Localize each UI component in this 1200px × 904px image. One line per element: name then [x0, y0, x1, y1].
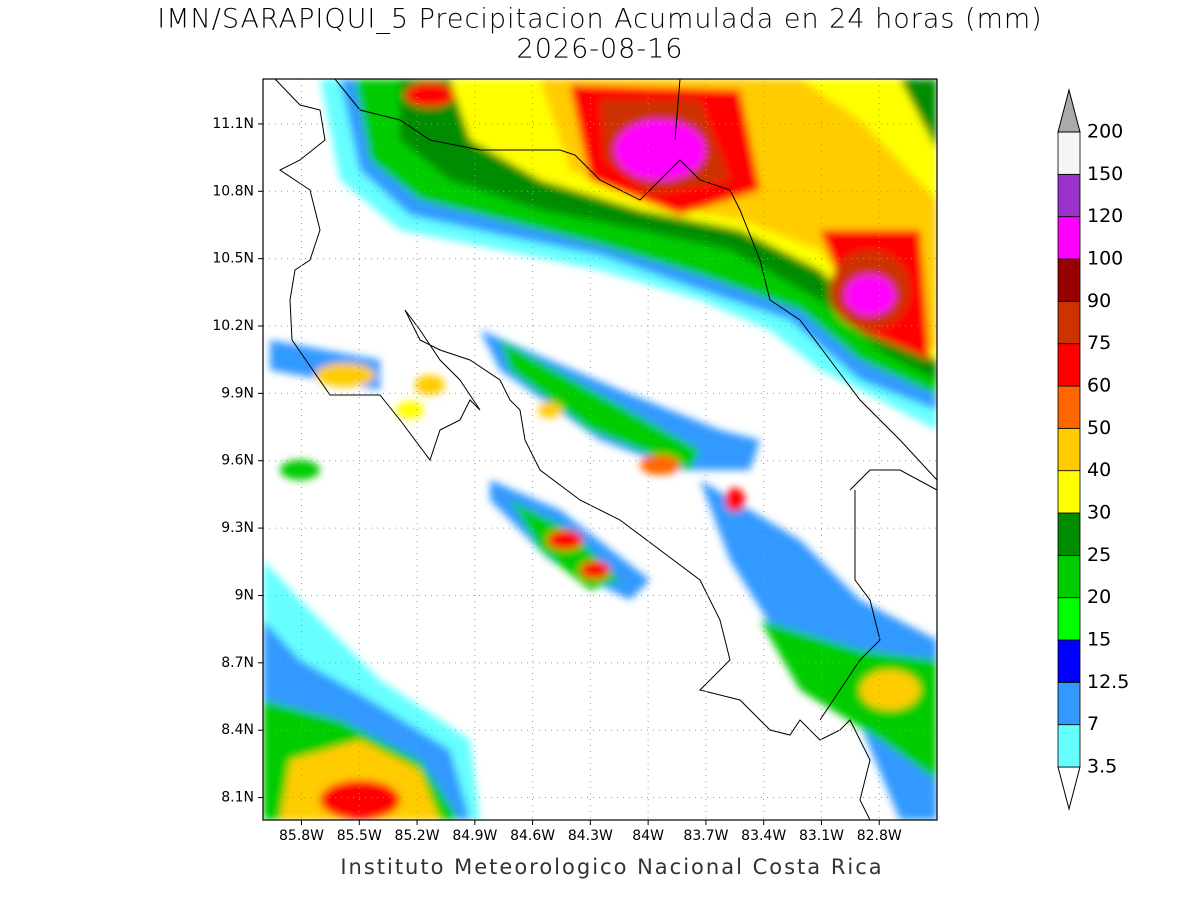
- lon-tick-label: 83.4W: [741, 828, 786, 844]
- colorbar-segment: [1057, 597, 1081, 641]
- lat-tick-label: 9.3N: [221, 520, 254, 536]
- colorbar-segment: [1057, 724, 1081, 768]
- lon-tick-label: 84.3W: [568, 828, 613, 844]
- colorbar-segment: [1057, 258, 1081, 302]
- colorbar-label: 3.5: [1087, 756, 1117, 778]
- colorbar-label: 20: [1087, 586, 1111, 608]
- subtitle: 2026-08-16: [517, 34, 684, 65]
- lat-tick-label: 10.2N: [212, 318, 254, 334]
- lat-tick-label: 9.6N: [221, 453, 254, 469]
- lon-tick-label: 83.7W: [683, 828, 728, 844]
- colorbar-label: 25: [1087, 544, 1111, 566]
- colorbar-label: 15: [1087, 629, 1111, 651]
- colorbar-label: 75: [1087, 332, 1111, 354]
- lat-tick-label: 10.8N: [212, 183, 254, 199]
- colorbar-label: 90: [1087, 290, 1111, 312]
- lon-tick-label: 83.1W: [799, 828, 844, 844]
- lat-tick-label: 8.4N: [221, 722, 254, 738]
- colorbar-label: 120: [1087, 205, 1123, 227]
- lat-tick-label: 9.9N: [221, 385, 254, 401]
- colorbar-segment: [1057, 131, 1081, 175]
- colorbar-label: 150: [1087, 163, 1123, 185]
- colorbar-segment: [1057, 300, 1081, 345]
- lat-tick-label: 10.5N: [212, 251, 254, 267]
- colorbar-extend-low: [1057, 766, 1081, 811]
- lat-tick-label: 8.7N: [221, 655, 254, 671]
- lon-tick-label: 85.5W: [337, 828, 382, 844]
- colorbar-label: 30: [1087, 502, 1111, 524]
- colorbar-segment: [1057, 216, 1081, 260]
- lon-tick-label: 85.8W: [279, 828, 324, 844]
- lat-tick-label: 11.1N: [212, 116, 254, 132]
- lat-tick-label: 8.1N: [221, 790, 254, 806]
- colorbar-segment: [1057, 554, 1081, 599]
- colorbar-label: 7: [1087, 713, 1099, 735]
- colorbar-label: 12.5: [1087, 671, 1129, 693]
- lat-tick-label: 9N: [235, 587, 254, 603]
- axes: 8.1N 8.4N 8.7N 9N 9.3N 9.6N 9.9N 10.2N 10.5N 10.8…: [212, 79, 937, 844]
- colorbar-label: 100: [1087, 248, 1123, 270]
- coastline: [274, 79, 937, 820]
- lon-tick-label: 84.6W: [510, 828, 555, 844]
- colorbar-segment: [1057, 385, 1081, 429]
- colorbar-label: 50: [1087, 417, 1111, 439]
- colorbar-segment: [1057, 681, 1081, 726]
- footer: Instituto Meteorologico Nacional Costa R…: [340, 855, 883, 879]
- colorbar-label: 40: [1087, 459, 1111, 481]
- map-frame: [262, 78, 938, 821]
- lon-tick-label: 82.8W: [857, 828, 902, 844]
- colorbar-segment: [1057, 639, 1081, 683]
- lon-tick-label: 84.9W: [452, 828, 497, 844]
- colorbar-segment: [1057, 343, 1081, 387]
- precip-field: [263, 79, 937, 820]
- colorbar-segment: [1057, 512, 1081, 556]
- colorbar-segment: [1057, 173, 1081, 218]
- colorbar-label: 200: [1087, 121, 1123, 143]
- colorbar: 3.5 7 12.5 15 20 25 30 40 50 60 75 90 100 120 150 200: [1057, 88, 1129, 811]
- colorbar-label: 60: [1087, 375, 1111, 397]
- colorbar-segment: [1057, 470, 1081, 514]
- colorbar-segment: [1057, 427, 1081, 472]
- colorbar-extend-high: [1057, 88, 1081, 133]
- title: IMN/SARAPIQUI_5 Precipitacion Acumulada …: [157, 4, 1042, 35]
- lon-tick-label: 84W: [632, 828, 664, 844]
- lon-tick-label: 85.2W: [395, 828, 440, 844]
